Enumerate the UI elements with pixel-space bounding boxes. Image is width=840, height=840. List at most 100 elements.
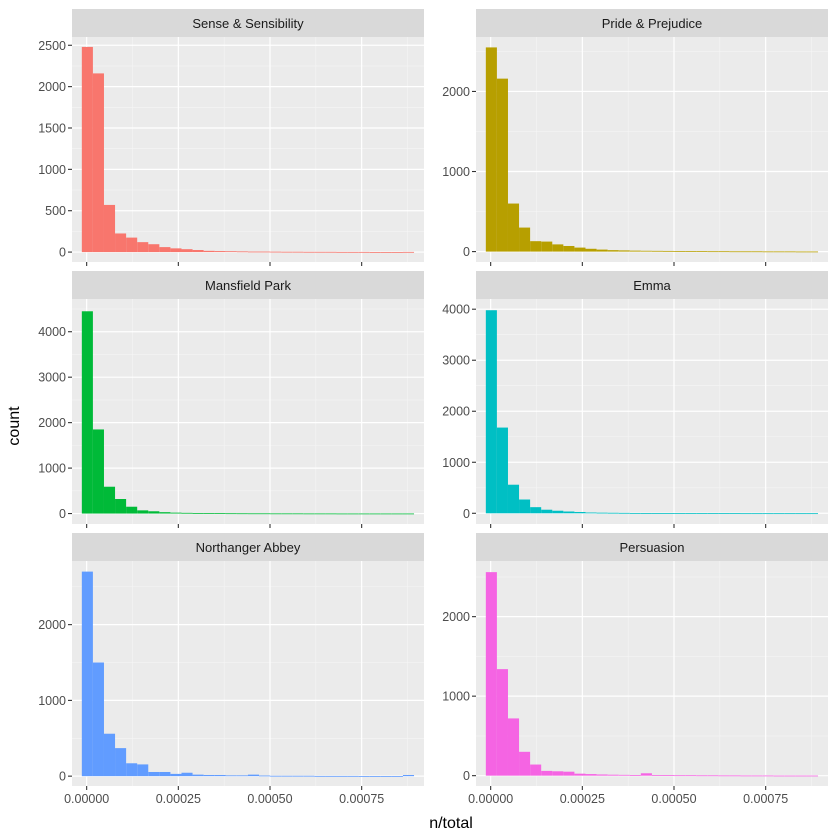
histogram-bar <box>563 245 575 252</box>
histogram-bar <box>148 244 160 253</box>
histogram-bar <box>607 774 619 776</box>
facet-panel-northanger-abbey <box>72 561 424 786</box>
histogram-bar <box>325 775 337 777</box>
histogram-bar <box>795 775 807 777</box>
histogram-bar <box>674 775 686 777</box>
facet-northanger-abbey: Northanger Abbey 0 1000 2000 0.00000 0.00025 0… <box>38 533 424 806</box>
histogram-bar <box>170 512 182 514</box>
histogram-bar <box>192 513 204 514</box>
y-tick-label: 2000 <box>38 80 66 94</box>
histogram-bar <box>358 251 370 253</box>
histogram-bar <box>314 513 326 515</box>
facet-pride-and-prejudice: Pride & Prejudice 0 1000 2000 <box>442 9 828 266</box>
histogram-bar <box>541 509 553 514</box>
y-tick-label: 1500 <box>38 121 66 135</box>
histogram-bar <box>651 250 663 252</box>
histogram-bar <box>552 510 564 514</box>
y-tick-label: 1000 <box>442 165 470 179</box>
histogram-bar <box>640 513 652 514</box>
y-tick-label: 1000 <box>38 694 66 708</box>
histogram-bar <box>707 775 719 777</box>
histogram-bar <box>336 251 348 253</box>
histogram-bar <box>718 775 730 777</box>
facet-strip-northanger-abbey <box>72 533 424 561</box>
histogram-bar <box>740 513 752 515</box>
facet-panel-sense-and-sensibility <box>72 37 424 262</box>
histogram-bar <box>707 251 719 253</box>
y-tick-label: 0 <box>463 245 470 259</box>
facet-mansfield-park: Mansfield Park 0 1000 2000 3000 4000 <box>38 271 424 528</box>
histogram-bar <box>552 244 564 252</box>
x-tick-label: 0.00050 <box>247 792 292 806</box>
histogram-bar <box>674 513 686 514</box>
histogram-bar <box>541 241 553 252</box>
histogram-bar <box>618 774 630 776</box>
histogram-bar <box>115 233 127 253</box>
histogram-bar <box>519 499 531 514</box>
histogram-bar <box>126 763 138 777</box>
histogram-bar <box>795 513 807 515</box>
histogram-bar <box>259 775 271 777</box>
histogram-bar <box>303 513 315 515</box>
y-tick-label: 2000 <box>442 85 470 99</box>
y-tick-label: 1000 <box>442 456 470 470</box>
histogram-bar <box>402 513 415 515</box>
histogram-bar <box>325 251 337 253</box>
histogram-bar <box>92 662 104 777</box>
histogram-bar <box>236 775 248 777</box>
y-tick-label: 0 <box>59 507 66 521</box>
histogram-bar <box>773 775 785 777</box>
histogram-bar <box>81 311 93 514</box>
histogram-bar <box>391 251 403 253</box>
histogram-bar <box>203 775 215 777</box>
histogram-bar <box>795 251 807 253</box>
histogram-bar <box>496 427 508 514</box>
histogram-bar <box>729 775 741 777</box>
histogram-bar <box>380 776 392 777</box>
facet-strip-sense-and-sensibility <box>72 9 424 37</box>
facet-strip-label-northanger-abbey: Northanger Abbey <box>196 540 301 555</box>
histogram-bar <box>751 251 763 253</box>
y-tick-label: 4000 <box>442 303 470 317</box>
histogram-bar <box>137 242 149 253</box>
histogram-bar <box>336 775 348 777</box>
histogram-bar <box>651 775 663 776</box>
histogram-bar <box>303 251 315 253</box>
histogram-bar <box>530 241 542 252</box>
y-tick-label: 0 <box>463 507 470 521</box>
histogram-bar <box>270 251 282 253</box>
histogram-bar <box>347 251 359 253</box>
y-tick-label: 1000 <box>38 163 66 177</box>
histogram-bar <box>651 513 663 514</box>
histogram-bar <box>247 251 259 253</box>
histogram-bar <box>740 775 752 777</box>
histogram-bar <box>530 764 542 776</box>
histogram-bar <box>507 484 520 514</box>
histogram-bar <box>281 775 293 777</box>
histogram-bar <box>281 251 293 253</box>
y-tick-label: 2000 <box>442 405 470 419</box>
facet-strip-label-sense-and-sensibility: Sense & Sensibility <box>192 16 304 31</box>
histogram-bar <box>585 774 597 776</box>
histogram-bar <box>585 248 597 252</box>
histogram-bar <box>247 774 259 777</box>
histogram-bar <box>773 513 785 515</box>
histogram-bar <box>358 776 370 777</box>
histogram-bar <box>148 771 160 777</box>
histogram-bar <box>762 513 774 515</box>
histogram-bar <box>292 513 304 515</box>
histogram-bar <box>369 251 381 253</box>
histogram-bar <box>762 775 774 777</box>
histogram-bar <box>729 251 741 253</box>
histogram-bar <box>519 751 531 776</box>
histogram-bar <box>92 429 104 514</box>
histogram-bar <box>740 251 752 253</box>
histogram-bar <box>663 513 675 514</box>
histogram-bar <box>629 250 641 252</box>
histogram-bar <box>369 776 381 777</box>
histogram-bar <box>391 513 403 515</box>
facet-panel-pride-and-prejudice <box>476 37 828 262</box>
histogram-bar <box>762 251 774 253</box>
y-axis-title: count <box>6 406 23 446</box>
facet-strip-persuasion <box>476 533 828 561</box>
